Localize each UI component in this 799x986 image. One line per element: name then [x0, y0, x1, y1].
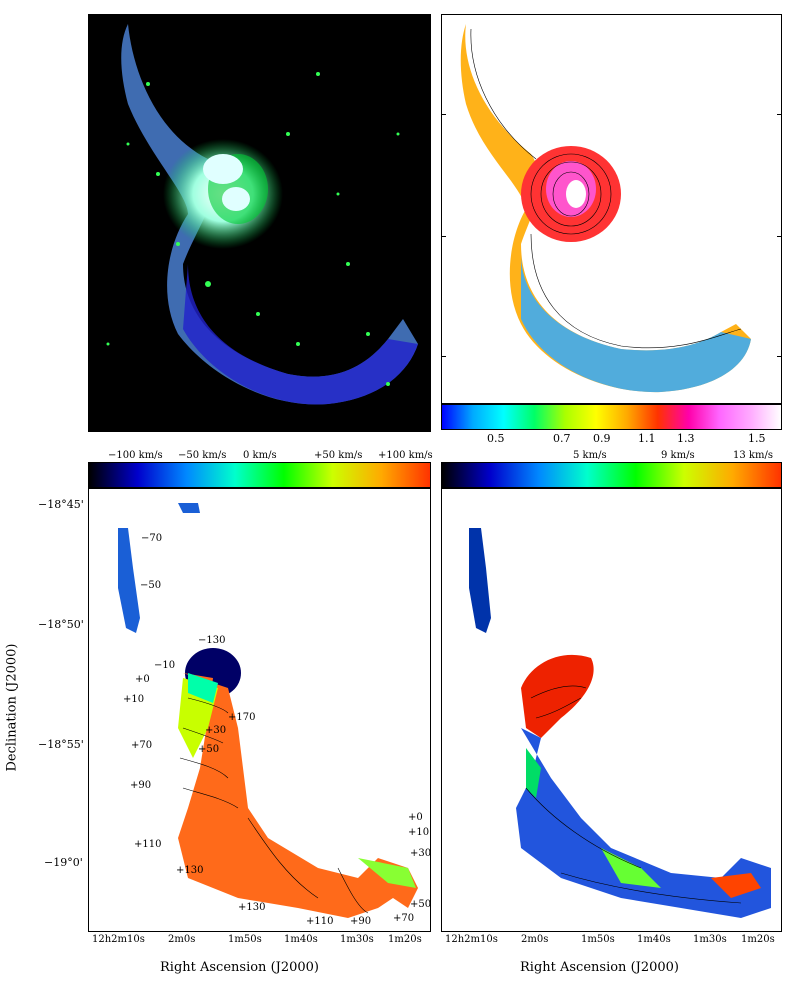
- contour-label: −130: [198, 635, 226, 646]
- contour-label: −50: [140, 580, 162, 591]
- dispersion-map-image: [469, 528, 771, 918]
- dispersion-colorbar-label: 5 km/s: [573, 450, 607, 461]
- contour-label: +130: [176, 865, 204, 876]
- ra-tick-label: 1m30s: [693, 934, 727, 945]
- contour-label: +10: [123, 694, 145, 705]
- velocity-colorbar-label: +100 km/s: [378, 450, 433, 461]
- ratio-colorbar-label: 0.9: [593, 432, 611, 445]
- velocity-colorbar-label: 0 km/s: [243, 450, 277, 461]
- optical-composite-image: [106, 24, 418, 405]
- ra-tick-label: 1m20s: [388, 934, 422, 945]
- contour-label: +0: [135, 674, 150, 685]
- ratio-colorbar-label: 1.5: [748, 432, 766, 445]
- contour-label: +170: [228, 712, 256, 723]
- ratio-colorbar-label: 0.5: [487, 432, 505, 445]
- ra-tick-label: 1m50s: [581, 934, 615, 945]
- velocity-field-panel: −100 km/s −50 km/s 0 km/s +50 km/s +100 …: [88, 448, 433, 945]
- contour-label: −10: [154, 660, 176, 671]
- contour-label: +110: [306, 916, 334, 927]
- ratio-map-image: [460, 24, 751, 393]
- contour-label: +130: [238, 902, 266, 913]
- ratio-colorbar: [441, 404, 782, 430]
- contour-label: +50: [198, 744, 220, 755]
- contour-label: +90: [130, 780, 152, 791]
- ra-tick-label: 2m0s: [521, 934, 549, 945]
- dispersion-colorbar-label: 9 km/s: [661, 450, 695, 461]
- contour-label: +0: [408, 812, 423, 823]
- ra-axis-title: Right Ascension (J2000): [160, 960, 320, 975]
- velocity-colorbar-label: −100 km/s: [108, 450, 163, 461]
- contour-label: +50: [410, 899, 432, 910]
- contour-label: +70: [393, 913, 415, 924]
- contour-label: +70: [131, 740, 153, 751]
- ratio-colorbar-label: 0.7: [553, 432, 571, 445]
- dispersion-map-panel: 5 km/s 9 km/s 13 km/s 12h2m10s 2m0s 1m50…: [441, 448, 782, 945]
- dec-tick-label: −18°50': [38, 618, 84, 631]
- ra-tick-label: 1m50s: [228, 934, 262, 945]
- velocity-map-image: [118, 503, 418, 918]
- dec-tick-label: −19°0': [44, 856, 83, 869]
- dec-tick-label: −18°45': [38, 498, 84, 511]
- dispersion-colorbar: [441, 462, 782, 488]
- ratio-colorbar-label: 1.1: [638, 432, 656, 445]
- contour-label: +10: [408, 827, 430, 838]
- ra-tick-label: 1m40s: [284, 934, 318, 945]
- velocity-colorbar-label: −50 km/s: [178, 450, 227, 461]
- contour-label: +30: [410, 848, 432, 859]
- ra-tick-label: 12h2m10s: [445, 934, 498, 945]
- contour-label: −70: [141, 533, 163, 544]
- ra-tick-label: 12h2m10s: [92, 934, 145, 945]
- ratio-colorbar-label: 1.3: [677, 432, 695, 445]
- contour-label: +30: [205, 725, 227, 736]
- ra-tick-label: 1m40s: [637, 934, 671, 945]
- ra-tick-label: 2m0s: [168, 934, 196, 945]
- ra-axis-title: Right Ascension (J2000): [520, 960, 680, 975]
- dec-axis-title: Declination (J2000): [4, 643, 20, 772]
- optical-composite-panel: [88, 14, 431, 432]
- ratio-map-panel: 0.5 0.7 0.9 1.1 1.3 1.5: [441, 14, 782, 445]
- dispersion-colorbar-label: 13 km/s: [733, 450, 773, 461]
- contour-label: +90: [350, 916, 372, 927]
- dec-tick-label: −18°55': [38, 738, 84, 751]
- contour-label: +110: [134, 839, 162, 850]
- ra-tick-label: 1m20s: [741, 934, 775, 945]
- velocity-colorbar: [88, 462, 431, 488]
- velocity-colorbar-label: +50 km/s: [314, 450, 363, 461]
- ra-tick-label: 1m30s: [340, 934, 374, 945]
